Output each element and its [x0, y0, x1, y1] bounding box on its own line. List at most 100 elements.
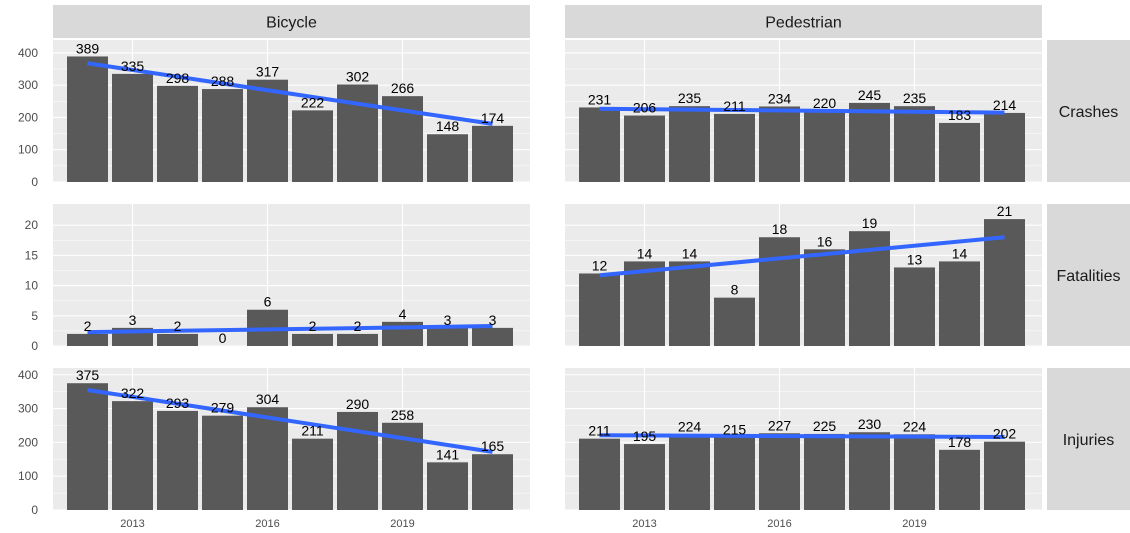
data-label: 3 [444, 312, 452, 328]
bar [714, 437, 755, 510]
strip-bicycle [53, 5, 530, 38]
bar [427, 462, 468, 510]
data-label: 224 [678, 418, 702, 434]
data-label: 211 [301, 423, 324, 439]
bar [624, 115, 665, 182]
data-label: 225 [813, 418, 837, 434]
y-tick-label: 10 [25, 279, 39, 293]
bar [292, 438, 333, 510]
data-label: 202 [993, 426, 1017, 442]
y-tick-label: 15 [25, 248, 39, 262]
y-tick-label: 0 [31, 339, 38, 353]
data-label: 141 [436, 446, 460, 462]
bar [472, 125, 513, 182]
data-label: 2 [84, 318, 92, 334]
bar [157, 333, 198, 346]
bar [714, 297, 755, 346]
trend-line [599, 433, 1005, 439]
bar [579, 273, 620, 346]
bar [247, 407, 288, 510]
bar [427, 134, 468, 182]
bar [112, 401, 153, 510]
data-label: 14 [952, 245, 968, 261]
bar [939, 122, 980, 182]
data-label: 18 [772, 221, 788, 237]
data-label: 206 [633, 100, 657, 116]
data-label: 6 [264, 294, 272, 310]
data-label: 214 [993, 97, 1017, 113]
data-label: 298 [166, 70, 190, 86]
bar [202, 415, 243, 510]
bar [427, 327, 468, 346]
data-label: 220 [813, 95, 837, 111]
bar [669, 106, 710, 182]
data-label: 148 [436, 118, 460, 134]
bar [67, 383, 108, 510]
strip-label-injuries: Injuries [1063, 432, 1115, 449]
y-tick-label: 0 [31, 503, 38, 517]
bar [157, 85, 198, 182]
data-label: 389 [76, 40, 100, 56]
data-label: 2 [174, 318, 182, 334]
bar [894, 434, 935, 510]
data-label: 231 [588, 91, 612, 107]
bar [292, 333, 333, 346]
data-label: 4 [399, 306, 407, 322]
bar [67, 56, 108, 182]
data-label: 183 [948, 107, 972, 123]
bar [624, 261, 665, 346]
x-tick-label: 2019 [902, 518, 926, 530]
bar [669, 261, 710, 346]
data-label: 266 [391, 80, 415, 96]
x-tick-label: 2016 [255, 518, 279, 530]
trend-line [87, 61, 493, 126]
y-tick-label: 400 [18, 368, 38, 382]
y-tick-label: 200 [18, 110, 38, 124]
strip-label-fatalities: Fatalities [1056, 268, 1120, 285]
bar [202, 89, 243, 182]
bar [984, 112, 1025, 182]
bar [247, 79, 288, 182]
data-label: 317 [256, 64, 280, 80]
bar [714, 113, 755, 182]
data-label: 211 [723, 98, 746, 114]
strip-injuries [1047, 368, 1130, 510]
data-label: 235 [903, 90, 927, 106]
bar [984, 441, 1025, 510]
data-label: 174 [481, 110, 505, 126]
trend-line [87, 324, 493, 335]
trend-line [599, 235, 1005, 278]
y-tick-label: 400 [18, 46, 38, 60]
bar [894, 267, 935, 346]
strip-label-pedestrian: Pedestrian [765, 15, 842, 32]
x-tick-label: 2016 [767, 518, 791, 530]
bar [624, 444, 665, 510]
data-label: 211 [588, 423, 611, 439]
bar [337, 84, 378, 182]
bar [669, 434, 710, 510]
strip-label-bicycle: Bicycle [266, 15, 317, 32]
bar [804, 111, 845, 182]
bar [804, 433, 845, 510]
data-label: 290 [346, 396, 370, 412]
data-label: 288 [211, 73, 235, 89]
bar [112, 73, 153, 182]
y-tick-label: 20 [25, 218, 39, 232]
data-label: 3 [489, 312, 497, 328]
data-label: 335 [121, 58, 145, 74]
data-label: 2 [309, 318, 317, 334]
bar [579, 107, 620, 182]
data-label: 2 [354, 318, 362, 334]
data-label: 224 [903, 418, 927, 434]
data-label: 21 [997, 203, 1013, 219]
data-label: 8 [731, 282, 739, 298]
bar [67, 333, 108, 346]
data-label: 245 [858, 87, 882, 103]
data-label: 165 [481, 438, 505, 454]
strip-crashes [1047, 40, 1130, 182]
strip-pedestrian [565, 5, 1042, 38]
data-label: 322 [121, 385, 145, 401]
x-tick-label: 2013 [632, 518, 656, 530]
data-label: 195 [633, 428, 657, 444]
data-label: 235 [678, 90, 702, 106]
